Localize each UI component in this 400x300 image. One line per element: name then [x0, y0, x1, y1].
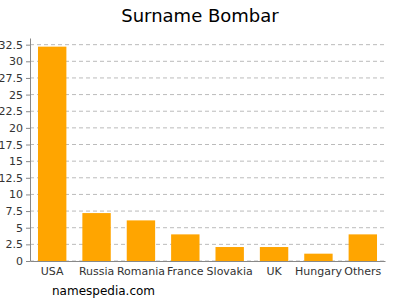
x-tick-label: Romania: [117, 265, 165, 278]
y-tick: 30: [9, 55, 30, 68]
x-tick: UK: [266, 261, 282, 278]
x-tick: Romania: [117, 261, 165, 278]
y-tick-label: 32.5: [0, 39, 23, 52]
x-tick-label: Slovakia: [207, 265, 253, 278]
x-tick: Others: [344, 261, 381, 278]
bars: [38, 47, 377, 261]
x-tick-label: Others: [344, 265, 381, 278]
y-tick: 22.5: [0, 105, 30, 118]
y-tick-label: 25: [9, 89, 23, 102]
grid-line: [30, 94, 385, 95]
y-tick: 10: [9, 188, 30, 201]
bar: [38, 47, 66, 261]
title: Surname Bombar: [121, 5, 279, 26]
y-tick: 15: [9, 155, 30, 168]
x-tick-label: Russia: [79, 265, 114, 278]
x-tick: France: [167, 261, 204, 278]
y-tick-label: 10: [9, 188, 23, 201]
y-tick-mark: [26, 95, 30, 96]
grid: [30, 45, 385, 261]
bar: [304, 254, 332, 261]
y-tick-mark: [26, 145, 30, 146]
y-tick-label: 27.5: [0, 72, 23, 85]
y-tick-mark: [26, 61, 30, 62]
x-tick-label: UK: [266, 265, 282, 278]
y-axis: 0 2.5 5 7.5 10 12.5 15 17.5 20 22.5 25 27.5 30 32.5: [0, 39, 31, 269]
y-tick-mark: [26, 111, 30, 112]
y-tick: 20: [9, 122, 30, 135]
y-tick: 0: [16, 255, 30, 268]
y-tick-mark: [26, 161, 30, 162]
y-tick-label: 7.5: [6, 205, 24, 218]
y-tick: 2.5: [6, 238, 31, 251]
plot: 0 2.5 5 7.5 10 12.5 15 17.5 20 22.5 25 27.5 30 32.5 US…: [0, 39, 386, 278]
bar: [215, 247, 243, 261]
y-tick-label: 30: [9, 55, 23, 68]
x-tick-label: Hungary: [295, 265, 342, 278]
x-tick: Hungary: [295, 261, 342, 278]
y-tick-label: 12.5: [0, 172, 23, 185]
y-axis-line: [30, 39, 31, 262]
x-tick: Slovakia: [207, 261, 253, 278]
grid-line: [30, 211, 385, 212]
y-tick-label: 0: [16, 255, 23, 268]
x-tick: USA: [41, 261, 64, 278]
y-tick-mark: [26, 128, 30, 129]
grid-line: [30, 194, 385, 195]
grid-line: [30, 127, 385, 128]
grid-line: [30, 44, 385, 45]
y-tick-mark: [26, 228, 30, 229]
y-tick-mark: [26, 244, 30, 245]
y-tick-label: 22.5: [0, 105, 23, 118]
grid-line: [30, 177, 385, 178]
grid-line: [30, 111, 385, 112]
y-tick-mark: [26, 78, 30, 79]
y-tick-mark: [26, 45, 30, 46]
chart: Surname Bombar 0 2.5 5 7.5 10 12.5 15 17.5 20 22.5…: [0, 0, 400, 300]
grid-line: [30, 61, 385, 62]
y-tick-label: 5: [16, 222, 23, 235]
x-axis: USA RussiaRomaniaFranceSlovakia UK HungaryO…: [31, 261, 386, 278]
grid-line: [30, 77, 385, 78]
x-tick-label: France: [167, 265, 204, 278]
x-tick: Russia: [79, 261, 114, 278]
bar: [171, 234, 199, 261]
y-tick-mark: [26, 211, 30, 212]
y-tick: 17.5: [0, 139, 30, 152]
y-tick: 12.5: [0, 172, 30, 185]
y-tick: 25: [9, 89, 30, 102]
source: namespedia.com: [52, 284, 155, 298]
y-tick-label: 15: [9, 155, 23, 168]
y-tick-label: 17.5: [0, 139, 23, 152]
y-tick-mark: [26, 261, 30, 262]
grid-line: [30, 144, 385, 145]
y-tick: 5: [16, 222, 30, 235]
bar: [349, 234, 377, 261]
x-tick-label: USA: [41, 265, 64, 278]
bar: [127, 220, 155, 261]
bar: [260, 247, 288, 261]
x-axis-line: [31, 261, 386, 262]
y-tick-mark: [26, 178, 30, 179]
y-tick-label: 20: [9, 122, 23, 135]
y-tick-mark: [26, 194, 30, 195]
y-tick: 27.5: [0, 72, 30, 85]
y-tick: 7.5: [6, 205, 31, 218]
bar: [82, 213, 110, 261]
y-tick-label: 2.5: [6, 238, 24, 251]
grid-line: [30, 161, 385, 162]
y-tick: 32.5: [0, 39, 30, 52]
